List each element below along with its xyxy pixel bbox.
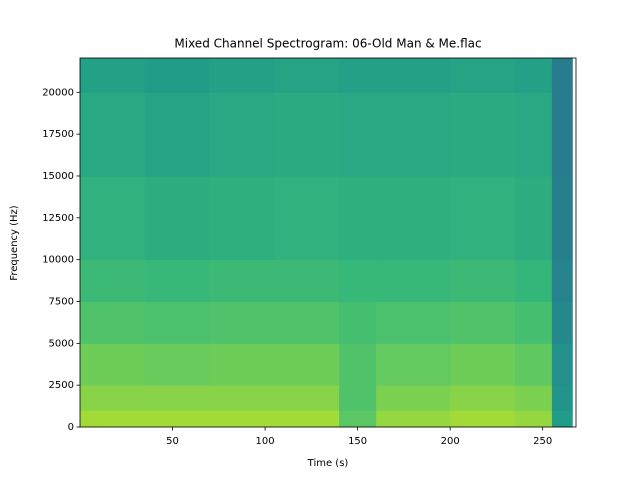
spectrogram-cell xyxy=(514,259,553,302)
spectrogram-cell xyxy=(551,58,573,93)
spectrogram-cell xyxy=(339,301,377,344)
x-tick-label: 150 xyxy=(348,436,367,447)
spectrogram-cell xyxy=(450,58,516,93)
spectrogram-cell xyxy=(80,92,146,177)
spectrogram-cell xyxy=(551,385,573,411)
spectrogram-cell xyxy=(274,175,340,261)
x-tick-label: 50 xyxy=(166,436,179,447)
spectrogram-cell xyxy=(551,92,573,177)
spectrogram-cell xyxy=(376,410,451,428)
spectrogram-cell xyxy=(514,175,553,261)
spectrogram-cell xyxy=(450,175,516,261)
y-tick-label: 17500 xyxy=(42,129,74,140)
spectrogram-cell xyxy=(514,385,553,411)
spectrogram-cell xyxy=(144,410,211,428)
spectrogram-cell xyxy=(339,410,377,428)
spectrogram-cell xyxy=(514,92,553,177)
spectrogram-cell xyxy=(551,301,573,344)
spectrogram-cell xyxy=(376,58,451,93)
spectrogram-cell xyxy=(274,301,340,344)
spectrogram-cell xyxy=(80,343,146,386)
y-axis-label: Frequency (Hz) xyxy=(9,205,20,281)
spectrogram-cell xyxy=(376,385,451,411)
spectrogram-cell xyxy=(80,301,146,344)
spectrogram-cell xyxy=(450,385,516,411)
spectrogram-cell xyxy=(339,385,377,411)
spectrogram-cell xyxy=(450,259,516,302)
spectrogram-cell xyxy=(80,175,146,261)
spectrogram-cell xyxy=(274,410,340,428)
y-tick-label: 0 xyxy=(68,422,74,433)
x-tick-label: 100 xyxy=(256,436,275,447)
spectrogram-cell xyxy=(339,175,377,261)
spectrogram-cell xyxy=(209,343,275,386)
spectrogram-cell xyxy=(376,343,451,386)
spectrogram-cell xyxy=(209,301,275,344)
spectrogram-cell xyxy=(551,410,573,428)
spectrogram-cell xyxy=(209,58,275,93)
spectrogram-cell xyxy=(144,58,211,93)
spectrogram-cell xyxy=(450,343,516,386)
spectrogram-cell xyxy=(144,259,211,302)
spectrogram-cell xyxy=(80,58,146,93)
spectrogram-cell xyxy=(514,343,553,386)
spectrogram-cell xyxy=(209,175,275,261)
spectrogram-cell xyxy=(209,385,275,411)
spectrogram-cell xyxy=(274,343,340,386)
spectrogram-cell xyxy=(144,301,211,344)
chart-title: Mixed Channel Spectrogram: 06-Old Man & … xyxy=(174,37,481,51)
spectrogram-cell xyxy=(551,175,573,261)
spectrogram-cell xyxy=(274,92,340,177)
spectrogram-cell xyxy=(514,410,553,428)
spectrogram-cell xyxy=(144,343,211,386)
spectrogram-cell xyxy=(376,175,451,261)
spectrogram-cell xyxy=(339,58,377,93)
y-tick-label: 2500 xyxy=(49,380,74,391)
spectrogram-cell xyxy=(80,385,146,411)
spectrogram-cell xyxy=(514,301,553,344)
spectrogram-cell xyxy=(514,58,553,93)
spectrogram-cell xyxy=(450,410,516,428)
spectrogram-cell xyxy=(450,92,516,177)
spectrogram-cell xyxy=(209,92,275,177)
spectrogram-cell xyxy=(450,301,516,344)
spectrogram-cell xyxy=(209,259,275,302)
y-tick-label: 10000 xyxy=(42,255,74,266)
y-tick-label: 7500 xyxy=(49,296,74,307)
spectrogram-cell xyxy=(376,92,451,177)
spectrogram-cell xyxy=(209,410,275,428)
x-axis-label: Time (s) xyxy=(307,458,349,469)
x-tick-label: 200 xyxy=(441,436,460,447)
spectrogram-cell xyxy=(339,259,377,302)
spectrogram-cell xyxy=(80,410,146,428)
spectrogram-cell xyxy=(144,92,211,177)
y-tick-label: 15000 xyxy=(42,171,74,182)
spectrogram-cell xyxy=(144,175,211,261)
y-tick-label: 5000 xyxy=(49,338,74,349)
x-tick-label: 250 xyxy=(533,436,552,447)
spectrogram-cell xyxy=(376,301,451,344)
spectrogram-cell xyxy=(80,259,146,302)
spectrogram-cell xyxy=(274,58,340,93)
y-tick-label: 20000 xyxy=(42,87,74,98)
y-tick-label: 12500 xyxy=(42,213,74,224)
plot-frame xyxy=(79,57,577,428)
spectrogram-cell xyxy=(144,385,211,411)
spectrogram-cell xyxy=(274,385,340,411)
spectrogram-cell xyxy=(339,343,377,386)
spectrogram-cell xyxy=(339,92,377,177)
spectrogram-cell xyxy=(551,259,573,302)
spectrogram-cell xyxy=(551,343,573,386)
spectrogram-cell xyxy=(274,259,340,302)
spectrogram-cell xyxy=(376,259,451,302)
